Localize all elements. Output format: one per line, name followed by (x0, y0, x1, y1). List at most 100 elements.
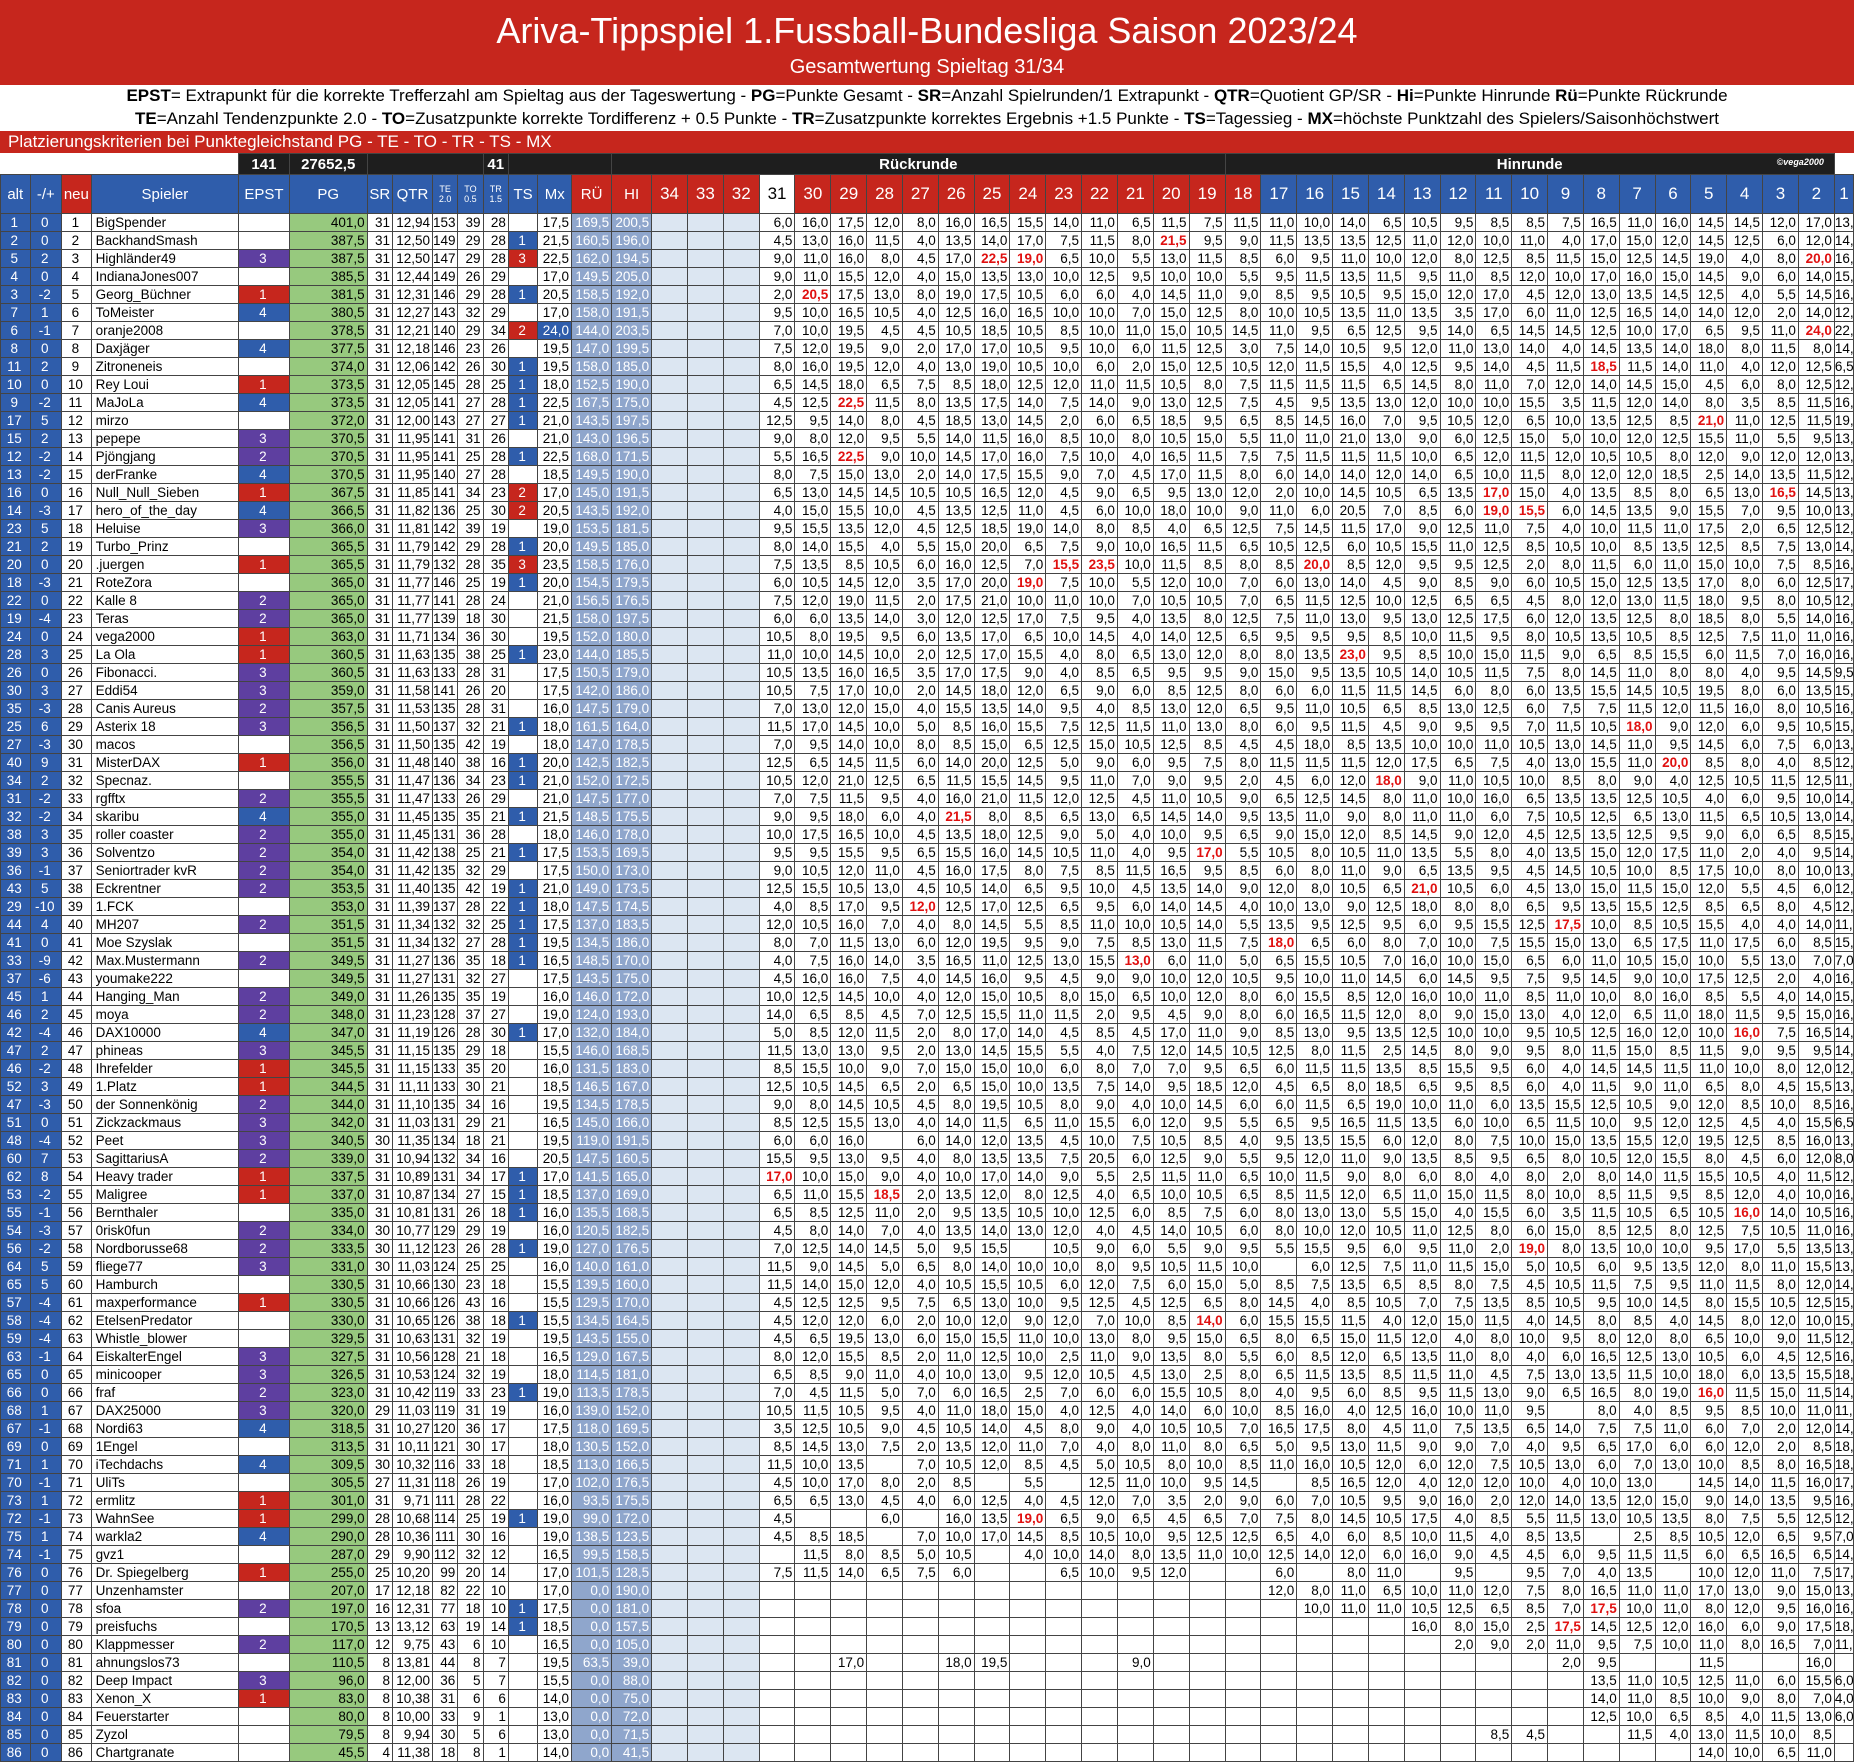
cell-round-27: 10,5 (901, 483, 939, 502)
round-score: 10,0 (766, 827, 793, 842)
cell-mx: 21,5 (537, 231, 573, 250)
round-score: 11,5 (1734, 1007, 1761, 1022)
round-score: 15,5 (945, 845, 972, 860)
round-score: 14,5 (1232, 323, 1259, 338)
cell-round-16: 13,0 (1296, 1023, 1334, 1042)
cell-round-20: 13,0 (1152, 249, 1190, 268)
round-score: 8,5 (1669, 413, 1689, 428)
cell-pg: 378,5 (288, 321, 368, 340)
round-score: 10,0 (1196, 575, 1223, 590)
cell-round-24: 11,5 (1009, 789, 1047, 808)
round-score: 17,5 (837, 215, 865, 230)
cell-round-10: 4,5 (1511, 825, 1549, 844)
cell-round-9: 8,0 (1547, 663, 1584, 682)
cell-round-30: 8,0 (794, 1095, 832, 1114)
cell-round-13: 12,0 (1403, 1131, 1441, 1150)
cell-alt: 42 (0, 1023, 31, 1042)
round-score: 17,0 (837, 899, 865, 914)
cell-round-7: 11,5 (1618, 879, 1656, 898)
round-score: 9,5 (1060, 881, 1080, 896)
round-score: 16,0 (802, 215, 829, 230)
cell-round-5: 19,0 (1690, 249, 1728, 268)
cell-round-8: 13,5 (1582, 483, 1620, 502)
cell-mx: 19,5 (537, 1131, 573, 1150)
table-row: 51 0 51 Zickzackmaus 3 342,0 31 11,03 131 29 21 16,… (0, 1113, 1854, 1132)
cell-round-23: 7,5 (1045, 573, 1083, 592)
cell-sr: 31 (366, 231, 393, 250)
cell-round-30: 16,0 (794, 213, 832, 232)
round-score: 11,0 (1448, 269, 1474, 284)
round-score: 7,5 (1275, 341, 1295, 356)
round-score: 17,0 (1016, 233, 1044, 248)
cell-te: 143 (431, 411, 459, 430)
cell-round-4: 9,5 (1726, 321, 1764, 340)
cell-round-28: 4,5 (866, 321, 903, 340)
cell-round-16: 11,0 (1296, 807, 1334, 826)
cell-ru: 150,5 (571, 663, 613, 682)
round-score: 14,5 (1662, 251, 1689, 266)
cell-round-23: 15,5 (1045, 555, 1083, 574)
cell-round-19: 10,5 (1188, 591, 1226, 610)
cell-round-6: 11,5 (1654, 1059, 1692, 1078)
cell-epst: 2 (238, 591, 290, 610)
cell-round-25: 18,0 (973, 681, 1011, 700)
round-score: 10,5 (1805, 1205, 1832, 1220)
round-score: 6,5 (1131, 215, 1151, 230)
cell-neu: 33 (61, 789, 92, 808)
col-round-3: 3 (1762, 174, 1799, 214)
cell-round-22: 8,5 (1081, 861, 1118, 880)
table-row: 7 1 6 ToMeister 4 380,5 31 12,27 143 32 29 17,0 158,… (0, 303, 1854, 322)
cell-round-10: 6,5 (1511, 411, 1549, 430)
cell-round-29: 19,5 (830, 357, 868, 376)
round-score: 7,0 (1382, 503, 1402, 518)
cell-round-15: 8,5 (1332, 987, 1369, 1006)
cell-round-25: 16,5 (973, 213, 1011, 232)
cell-diff: 0 (29, 483, 63, 502)
cell-round-11: 11,0 (1475, 987, 1513, 1006)
table-row: 47 -3 50 der Sonnenkönig 2 344,0 31 11,10 135 34 1… (0, 1095, 1854, 1114)
cell-round-14: 14,5 (1367, 969, 1405, 988)
round-score: 7,5 (881, 971, 900, 986)
cell-round-34 (651, 699, 688, 718)
round-score: 5,5 (1239, 1115, 1259, 1130)
table-row: 24 0 24 vega2000 1 363,0 31 11,71 134 36 30 19,5 152… (0, 627, 1854, 646)
round-score: 10,0 (1590, 989, 1617, 1004)
cell-round-29: 14,5 (830, 987, 868, 1006)
cell-round-31: 14,0 (758, 1005, 796, 1024)
cell-qtr: 11,03 (391, 1113, 434, 1132)
cell-round-26: 12,5 (937, 645, 975, 664)
round-score: 7,5 (1060, 863, 1080, 878)
round-score: 8,0 (1454, 1043, 1474, 1058)
cell-round-24: 14,5 (1009, 843, 1047, 862)
cell-round-4: 12,5 (1726, 231, 1764, 250)
round-score: 11,0 (1340, 1151, 1366, 1166)
cell-round-8: 13,5 (1582, 1131, 1620, 1150)
cell-round-13: 16,0 (1403, 951, 1441, 970)
cell-ts (507, 429, 539, 448)
round-score: 18,5 (981, 521, 1008, 536)
cell-pg: 331,0 (288, 1257, 368, 1276)
round-score: 17,0 (981, 647, 1008, 662)
cell-round-21: 10,0 (1116, 501, 1154, 520)
round-score: 9,0 (1382, 1151, 1402, 1166)
round-score: 11,5 (1663, 1169, 1689, 1184)
round-score: 15,0 (1626, 1043, 1653, 1058)
cell-player: BigSpender (90, 213, 240, 232)
cell-sr: 31 (366, 861, 393, 880)
round-score: 12,5 (1303, 539, 1331, 554)
cell-round-4: 14,0 (1726, 465, 1764, 484)
round-score: 16,0 (1834, 1097, 1854, 1112)
round-score: 7,5 (1777, 557, 1796, 572)
round-score: 9,5 (1669, 827, 1689, 842)
round-score: 7,5 (773, 557, 793, 572)
round-score: 10,5 (1518, 737, 1546, 752)
round-score: 6,5 (1131, 647, 1151, 662)
round-score: 4,5 (1060, 1025, 1080, 1040)
cell-alt: 43 (0, 879, 31, 898)
cell-round-11: 8,0 (1475, 681, 1513, 700)
cell-te: 135 (431, 987, 459, 1006)
round-score: 10,5 (1590, 719, 1617, 734)
round-score: 11,0 (1304, 701, 1331, 716)
round-score: 20,5 (1339, 503, 1366, 518)
cell-round-27: 4,5 (901, 1095, 939, 1114)
